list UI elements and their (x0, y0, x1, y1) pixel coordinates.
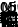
Text: The specific rate of photosynthesis as a function of photon flux density $I_{\ma: The specific rate of photosynthesis as a… (2, 22, 18, 27)
Text: Microalgal Photosynthesis and Growth in Mass Culture: Microalgal Photosynthesis and Growth in … (1, 1, 18, 15)
Text: This relation between the specific rate of photosynthesis and photon flux
densit: This relation between the specific rate … (1, 8, 18, 27)
Text: Chlorella sorokiniana: Chlorella sorokiniana (4, 24, 18, 27)
Text: $\tanh x = \dfrac{\sinh x}{\cosh x} = \dfrac{e^x - e^{-x}}{e^x + e^{-x}} = \dfra: $\tanh x = \dfrac{\sinh x}{\cosh x} = \d… (4, 7, 18, 27)
Text: : $\alpha_x = 3.5$ m$^2$ mol$_x^{-1}$;  $Y_{S/\mathrm{ph,m}} = 0.10$ mol$_s$ mol: : $\alpha_x = 3.5$ m$^2$ mol$_x^{-1}$; $… (6, 24, 18, 27)
Text: $\alpha$: $\alpha$ (2, 7, 15, 25)
Text: Figure 12: Figure 12 (1, 22, 18, 27)
Text: $q_s^c = q_{s,m}^c \cdot \tanh\left(\dfrac{\alpha \cdot I_{\mathrm{ph}}}{q_{s,m}: $q_s^c = q_{s,m}^c \cdot \tanh\left(\dfr… (6, 4, 18, 27)
Text: The specific sugar production rate in the chloroplast $q_s^c$ thus depends on
th: The specific sugar production rate in th… (1, 1, 18, 27)
Text: 205: 205 (0, 1, 17, 15)
Text: $I_{\mathrm{ph,s}}$: $I_{\mathrm{ph,s}}$ (5, 8, 18, 27)
Text: $q_{s,m}^c$: $q_{s,m}^c$ (6, 0, 18, 22)
Text: Sugar is defined as the 1-carbon equivalent of any sugar molecule (e.g.,
triose : Sugar is defined as the 1-carbon equival… (1, 5, 18, 27)
Text: Figure 12: Figure 12 (1, 22, 18, 27)
